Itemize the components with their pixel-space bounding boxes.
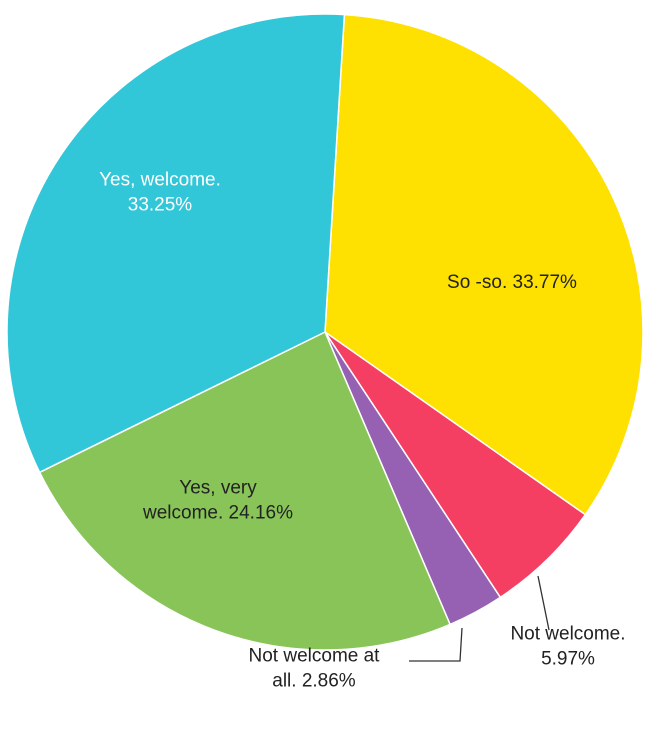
slice-label: Yes, welcome. 33.25%	[99, 170, 221, 216]
pie-slice	[324, 13, 644, 516]
leader-line	[409, 627, 463, 662]
slice-label-line: Yes, very	[179, 478, 257, 499]
slice-label-line: 5.97%	[541, 649, 595, 670]
slice-label: Yes, very welcome. 24.16%	[142, 478, 293, 524]
slice-label-line: Not welcome.	[510, 624, 625, 645]
leader-line	[537, 575, 550, 631]
slices-group	[6, 13, 644, 651]
slice-label-line: welcome. 24.16%	[142, 503, 293, 524]
slice-label: So -so. 33.77%	[447, 272, 577, 293]
slice-label-line: So -so. 33.77%	[447, 272, 577, 293]
slice-label-line: all. 2.86%	[272, 671, 356, 692]
pie-slice	[38, 330, 452, 651]
slice-label-line: Yes, welcome.	[99, 170, 221, 191]
slice-label: Not welcome. 5.97%	[510, 624, 625, 670]
slice-label: Not welcome at all. 2.86%	[249, 646, 381, 692]
slice-label-line: Not welcome at	[249, 646, 381, 667]
pie-slice	[6, 13, 346, 474]
pie-slice	[324, 331, 587, 599]
slice-label-line: 33.25%	[128, 195, 193, 216]
